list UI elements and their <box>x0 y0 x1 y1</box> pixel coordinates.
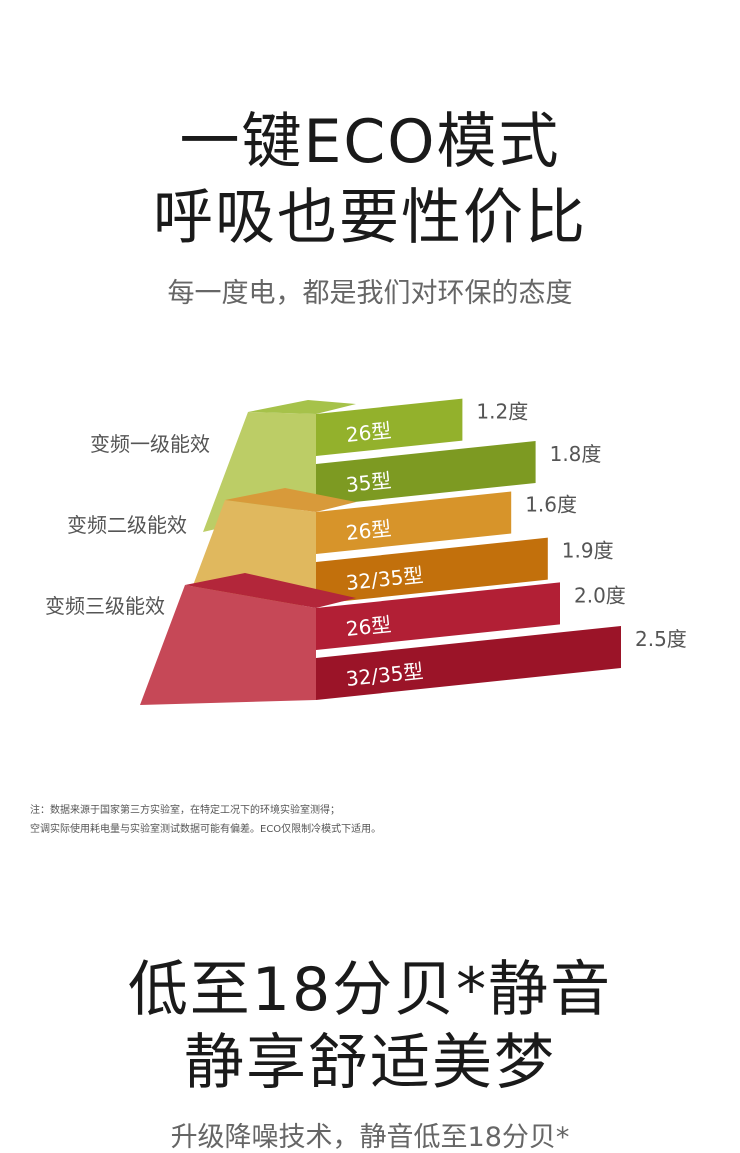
bar-label: 35型 <box>345 468 393 497</box>
energy-chart: 26型 1.2度 35型 1.8度 变频一级能效 26型 1.6度 32/35型 1.9度 变频二… <box>0 380 740 760</box>
value-label: 1.8度 <box>550 442 602 466</box>
tier-top-face <box>225 488 356 512</box>
chart-bar <box>316 398 463 456</box>
bar-label: 26型 <box>345 612 393 641</box>
quiet-title-line1: 低至18分贝*静音 <box>127 955 613 1025</box>
value-label: 2.0度 <box>574 583 626 607</box>
footnote-line1: 注：数据来源于国家第三方实验室，在特定工况下的环境实验室测得； <box>30 805 340 816</box>
tier-label: 变频一级能效 <box>90 432 210 456</box>
chart-bar <box>316 582 560 650</box>
tier-top-face <box>185 573 356 608</box>
tier-front-face <box>140 585 316 705</box>
bar-label: 26型 <box>345 418 393 447</box>
eco-subtitle: 每一度电，都是我们对环保的态度 <box>167 278 573 309</box>
chart-bar <box>316 625 621 700</box>
value-label: 2.5度 <box>635 627 687 651</box>
value-label: 1.9度 <box>562 539 614 563</box>
value-label: 1.2度 <box>476 400 528 424</box>
quiet-subtitle: 升级降噪技术，静音低至18分贝* <box>170 1122 570 1153</box>
chart-bar <box>316 537 548 604</box>
eco-title-line2: 呼吸也要性价比 <box>153 183 587 253</box>
tier-label: 变频二级能效 <box>67 513 187 537</box>
eco-title-line1: 一键ECO模式 <box>179 107 561 177</box>
footnote-line2: 空调实际使用耗电量与实验室测试数据可能有偏差。ECO仅限制冷模式下适用。 <box>30 824 382 835</box>
chart-bar <box>316 491 512 554</box>
tier-top-face <box>248 400 356 414</box>
tier-label: 变频三级能效 <box>45 594 165 618</box>
bar-label: 26型 <box>345 516 393 545</box>
value-label: 1.6度 <box>525 493 577 517</box>
chart-bar <box>316 440 536 506</box>
quiet-title-line2: 静享舒适美梦 <box>184 1028 556 1098</box>
